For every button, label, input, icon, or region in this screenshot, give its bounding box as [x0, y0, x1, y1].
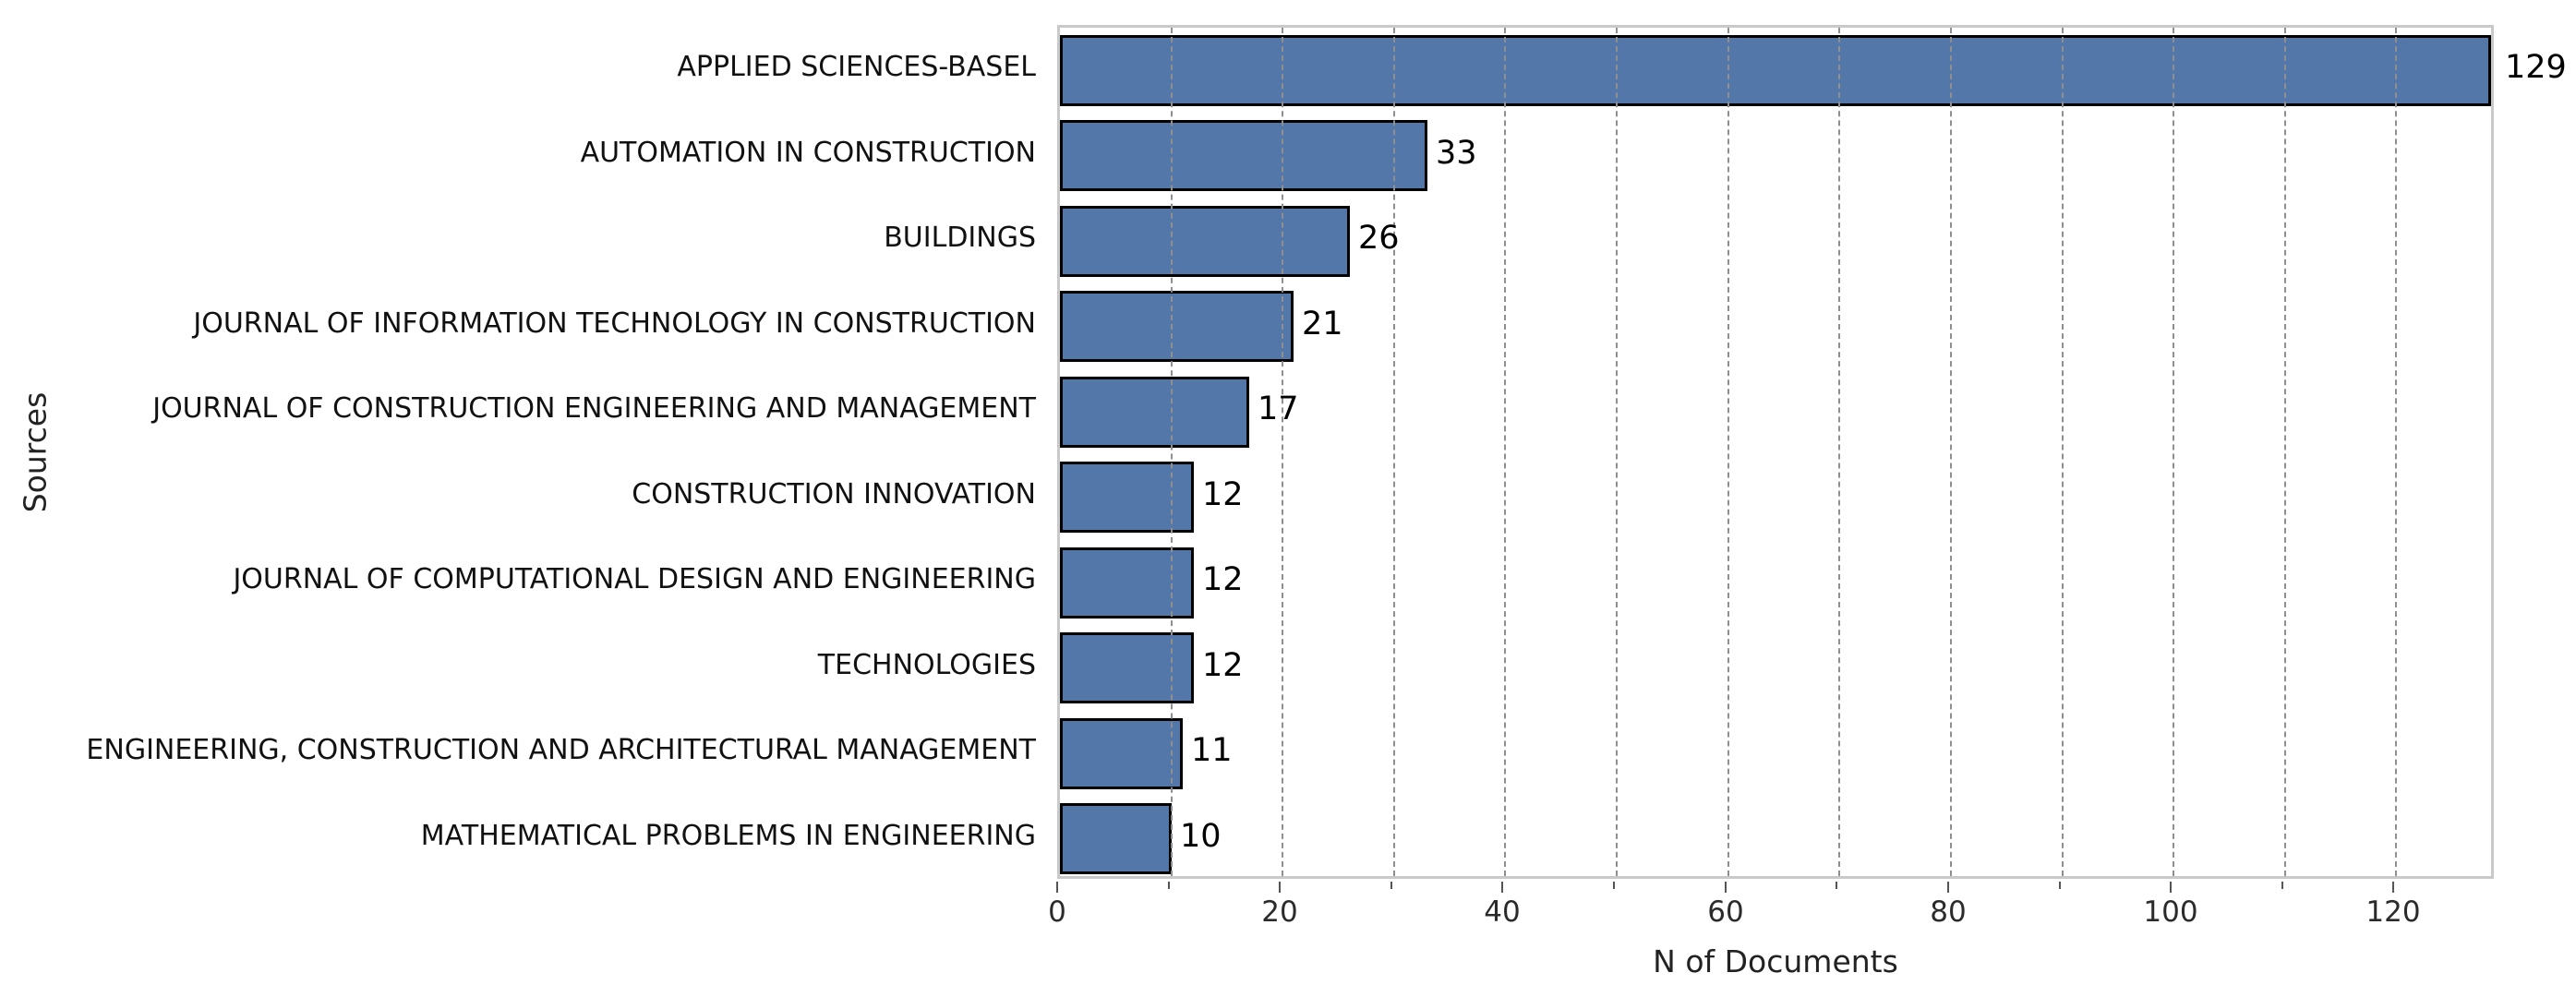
major-tick-mark	[1725, 882, 1727, 893]
grid-line	[2284, 28, 2286, 876]
minor-tick-mark	[2059, 882, 2061, 889]
grid-line	[2062, 28, 2064, 876]
value-label: 17	[1258, 390, 1299, 427]
grid-line	[2395, 28, 2397, 876]
minor-tick-mark	[2281, 882, 2283, 889]
minor-tick-mark	[1390, 882, 1392, 889]
major-tick-mark	[1947, 882, 1949, 893]
plot-area	[1057, 25, 2494, 879]
grid-line	[2173, 28, 2174, 876]
bar	[1060, 291, 1294, 362]
category-label: ENGINEERING, CONSTRUCTION AND ARCHITECTU…	[86, 734, 1036, 766]
value-label: 12	[1202, 647, 1244, 684]
x-tick-label: 40	[1484, 895, 1521, 929]
value-label: 12	[1202, 476, 1244, 513]
x-tick-label: 0	[1048, 895, 1066, 929]
category-label: AUTOMATION IN CONSTRUCTION	[580, 137, 1036, 169]
major-tick-mark	[1279, 882, 1281, 893]
major-tick-mark	[2170, 882, 2172, 893]
category-label: TECHNOLOGIES	[817, 649, 1036, 681]
bar	[1060, 35, 2491, 106]
category-label: JOURNAL OF CONSTRUCTION ENGINEERING AND …	[152, 392, 1036, 425]
grid-line	[1838, 28, 1840, 876]
minor-tick-mark	[1613, 882, 1615, 889]
grid-line	[1504, 28, 1506, 876]
major-tick-mark	[2392, 882, 2394, 893]
x-tick-label: 60	[1707, 895, 1744, 929]
value-label: 129	[2505, 49, 2567, 86]
bar	[1060, 462, 1194, 533]
value-label: 11	[1191, 732, 1233, 769]
grid-line	[1171, 28, 1173, 876]
x-tick-label: 120	[2365, 895, 2421, 929]
category-label: CONSTRUCTION INNOVATION	[632, 478, 1036, 511]
x-tick-label: 100	[2143, 895, 2198, 929]
bar	[1060, 120, 1427, 191]
grid-line	[1727, 28, 1729, 876]
x-tick-label: 80	[1930, 895, 1967, 929]
value-label: 33	[1436, 135, 1477, 172]
grid-line	[1282, 28, 1283, 876]
grid-line	[1393, 28, 1395, 876]
category-label: JOURNAL OF INFORMATION TECHNOLOGY IN CON…	[193, 307, 1036, 340]
value-label: 12	[1202, 561, 1244, 598]
bar	[1060, 547, 1194, 619]
category-label: BUILDINGS	[884, 222, 1036, 254]
category-label: MATHEMATICAL PROBLEMS IN ENGINEERING	[420, 820, 1036, 852]
bar	[1060, 206, 1350, 277]
x-axis-title: N of Documents	[1653, 943, 1898, 979]
x-tick-label: 20	[1261, 895, 1298, 929]
major-tick-mark	[1056, 882, 1058, 893]
minor-tick-mark	[1836, 882, 1837, 889]
category-label: APPLIED SCIENCES-BASEL	[677, 51, 1036, 83]
category-label: JOURNAL OF COMPUTATIONAL DESIGN AND ENGI…	[233, 563, 1036, 595]
value-label: 26	[1358, 220, 1400, 257]
bar	[1060, 377, 1249, 448]
minor-tick-mark	[1168, 882, 1170, 889]
bar	[1060, 632, 1194, 703]
bar	[1060, 803, 1172, 874]
bar	[1060, 718, 1183, 789]
value-label: 10	[1180, 818, 1222, 855]
grid-line	[1950, 28, 1952, 876]
grid-line	[1616, 28, 1618, 876]
value-label: 21	[1302, 306, 1343, 342]
major-tick-mark	[1501, 882, 1503, 893]
